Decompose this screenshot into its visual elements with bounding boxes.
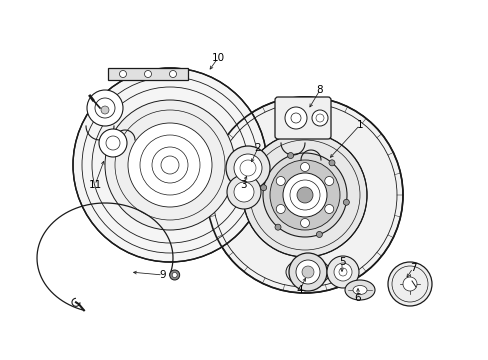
Circle shape	[276, 176, 285, 185]
Circle shape	[288, 253, 326, 291]
Bar	[108, 68, 187, 80]
Circle shape	[324, 204, 333, 213]
Circle shape	[234, 154, 262, 182]
Circle shape	[343, 199, 348, 205]
Circle shape	[105, 100, 235, 230]
Circle shape	[119, 71, 126, 77]
Text: 7: 7	[409, 263, 415, 273]
Circle shape	[206, 97, 402, 293]
Circle shape	[87, 90, 123, 126]
Circle shape	[172, 273, 177, 278]
Circle shape	[260, 185, 266, 191]
Circle shape	[324, 176, 333, 185]
Circle shape	[140, 135, 200, 195]
Circle shape	[152, 147, 187, 183]
Circle shape	[226, 175, 261, 209]
Circle shape	[328, 160, 334, 166]
Circle shape	[73, 68, 266, 262]
Circle shape	[387, 262, 431, 306]
Circle shape	[276, 204, 285, 213]
Text: 3: 3	[239, 180, 246, 190]
Text: 11: 11	[88, 180, 102, 190]
Circle shape	[302, 266, 313, 278]
Circle shape	[300, 219, 309, 228]
Text: 5: 5	[338, 257, 345, 267]
Text: 6: 6	[354, 293, 361, 303]
Circle shape	[283, 173, 326, 217]
Circle shape	[128, 123, 212, 207]
Circle shape	[243, 133, 366, 257]
Ellipse shape	[345, 280, 374, 300]
Circle shape	[300, 162, 309, 171]
Circle shape	[225, 146, 269, 190]
Circle shape	[144, 71, 151, 77]
Ellipse shape	[285, 258, 329, 286]
Circle shape	[169, 71, 176, 77]
FancyBboxPatch shape	[274, 97, 330, 139]
Circle shape	[316, 231, 322, 238]
Text: 9: 9	[160, 270, 166, 280]
Circle shape	[402, 277, 416, 291]
Circle shape	[263, 153, 346, 237]
Circle shape	[101, 106, 109, 114]
Text: 8: 8	[316, 85, 323, 95]
Circle shape	[333, 263, 351, 281]
Circle shape	[99, 129, 127, 157]
Circle shape	[287, 153, 293, 158]
Circle shape	[285, 107, 306, 129]
Circle shape	[295, 260, 319, 284]
Circle shape	[326, 256, 358, 288]
Circle shape	[234, 182, 253, 202]
Text: 10: 10	[211, 53, 224, 63]
Ellipse shape	[352, 285, 366, 294]
Circle shape	[169, 270, 179, 280]
Text: 4: 4	[296, 285, 303, 295]
Circle shape	[269, 160, 339, 230]
Text: 2: 2	[254, 143, 261, 153]
Circle shape	[296, 187, 312, 203]
Text: 1: 1	[356, 120, 363, 130]
Circle shape	[311, 110, 327, 126]
Circle shape	[274, 224, 281, 230]
